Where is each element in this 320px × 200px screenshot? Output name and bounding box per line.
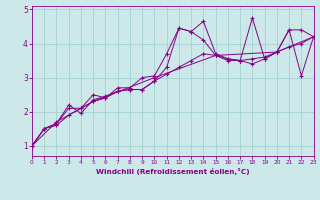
X-axis label: Windchill (Refroidissement éolien,°C): Windchill (Refroidissement éolien,°C) — [96, 168, 250, 175]
